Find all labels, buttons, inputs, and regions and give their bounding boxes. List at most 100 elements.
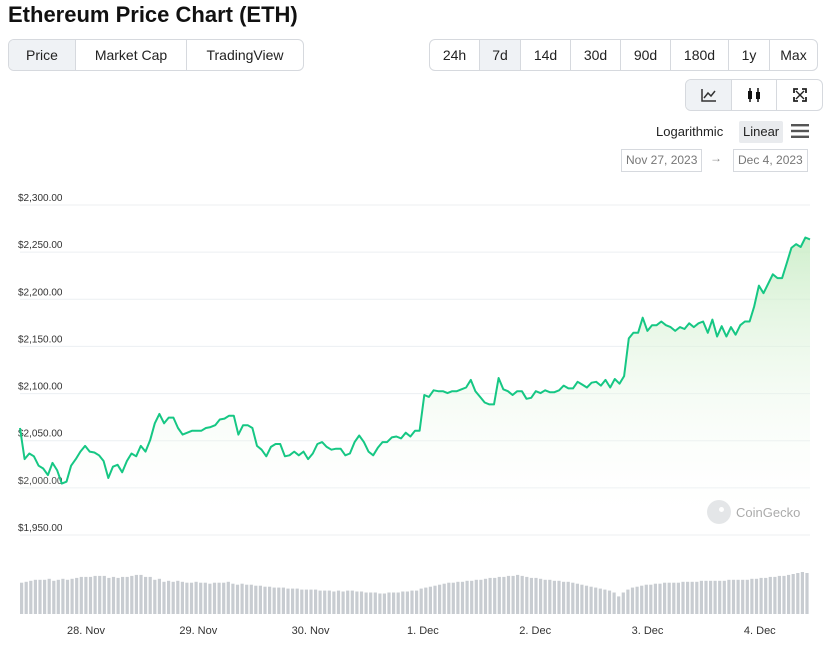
volume-bar (635, 586, 639, 614)
range-180d[interactable]: 180d (671, 40, 729, 70)
tab-market-cap[interactable]: Market Cap (76, 40, 187, 70)
volume-bar (626, 589, 630, 614)
y-tick-label: $2,050.00 (18, 429, 63, 440)
range-1y[interactable]: 1y (729, 40, 770, 70)
volume-bar (245, 584, 249, 614)
tab-tradingview[interactable]: TradingView (206, 47, 284, 63)
volume-bar (102, 575, 106, 614)
volume-bar (38, 579, 42, 614)
volume-bar (713, 580, 717, 614)
volume-bar (754, 578, 759, 614)
volume-bar (70, 578, 74, 614)
volume-bar (736, 579, 740, 614)
volume-bar (405, 591, 409, 614)
price-chart[interactable]: $2,300.00 $2,250.00 $2,200.00 $2,150.00 $2,1… (0, 180, 824, 646)
volume-bar (327, 590, 331, 614)
volume-bar (33, 579, 37, 614)
range-90d[interactable]: 90d (621, 40, 671, 70)
x-tick-label: 29. Nov (179, 625, 217, 637)
volume-bar (805, 573, 809, 614)
volume-bar (731, 579, 736, 614)
volume-bar (226, 581, 230, 614)
volume-bar (750, 578, 754, 614)
volume-bar (640, 585, 644, 614)
volume-bar (249, 584, 253, 614)
volume-bar (286, 588, 290, 614)
y-tick-label: $2,100.00 (18, 382, 63, 393)
volume-bar (277, 587, 281, 614)
volume-bar (336, 590, 341, 614)
volume-bar (157, 578, 161, 614)
volume-bar (24, 581, 28, 614)
volume-bar (359, 591, 364, 614)
volume-bar (695, 581, 699, 614)
scale-logarithmic-button[interactable]: Logarithmic (656, 124, 724, 139)
scale-linear-button[interactable]: Linear (739, 121, 784, 143)
date-from-input[interactable]: Nov 27, 2023 (621, 149, 703, 172)
range-30d[interactable]: 30d (571, 40, 621, 70)
volume-bar (121, 576, 125, 614)
volume-bar (176, 580, 180, 614)
menu-icon[interactable] (791, 124, 809, 138)
range-7d[interactable]: 7d (480, 40, 521, 70)
volume-bar (199, 582, 203, 614)
volume-bar (116, 577, 120, 614)
tab-price[interactable]: Price (9, 40, 76, 70)
volume-bar (465, 580, 469, 614)
chart-type-tabs (685, 79, 823, 111)
volume-bar (511, 575, 515, 614)
volume-bar (438, 584, 442, 614)
volume-bar (84, 576, 88, 614)
range-max[interactable]: Max (780, 47, 807, 63)
volume-bar (497, 576, 501, 614)
volume-bar (653, 583, 657, 614)
date-range-arrow: → (710, 151, 722, 165)
volume-bar (20, 582, 24, 614)
line-chart-button[interactable] (686, 80, 732, 110)
volume-bar (171, 581, 175, 614)
volume-bar (401, 591, 405, 614)
volume-bar (676, 582, 680, 614)
volume-bar (718, 580, 722, 614)
volume-bar (474, 579, 478, 614)
volume-bar (764, 577, 768, 614)
volume-bar (300, 589, 304, 614)
volume-bar (88, 576, 93, 614)
view-tabs: Price Market Cap TradingView (8, 39, 304, 71)
volume-bar (29, 580, 33, 614)
volume-bar (415, 590, 419, 614)
volume-bar (144, 576, 148, 614)
volume-bar (433, 585, 437, 614)
volume-bar (791, 574, 795, 614)
candlestick-button[interactable] (732, 80, 777, 110)
date-to-input[interactable]: Dec 4, 2023 (733, 149, 808, 172)
x-tick-label: 1. Dec (407, 625, 439, 637)
volume-bar (607, 590, 612, 614)
volume-bar (369, 592, 373, 614)
volume-bar (125, 576, 129, 614)
volume-bar (571, 582, 575, 614)
y-tick-label: $2,150.00 (18, 334, 63, 345)
x-tick-label: 30. Nov (292, 625, 330, 637)
volume-bar (263, 586, 267, 614)
volume-bar (130, 575, 134, 614)
range-24h[interactable]: 24h (430, 40, 480, 70)
volume-bar (800, 572, 804, 614)
volume-bar (649, 584, 653, 614)
volume-bar (240, 583, 244, 614)
range-14d[interactable]: 14d (521, 40, 571, 70)
volume-bar (419, 588, 423, 614)
coingecko-logo-icon (707, 500, 731, 524)
y-tick-label: $2,200.00 (18, 287, 63, 298)
fullscreen-icon (792, 88, 807, 102)
volume-bar (451, 582, 455, 614)
fullscreen-button[interactable] (777, 80, 822, 110)
volume-bar (479, 579, 483, 614)
volume-bar (502, 576, 506, 614)
volume-bar (741, 579, 745, 614)
x-tick-label: 28. Nov (67, 625, 105, 637)
y-tick-label: $1,950.00 (18, 523, 63, 534)
x-tick-label: 2. Dec (519, 625, 551, 637)
volume-bar (759, 577, 763, 614)
volume-bar (323, 590, 327, 614)
